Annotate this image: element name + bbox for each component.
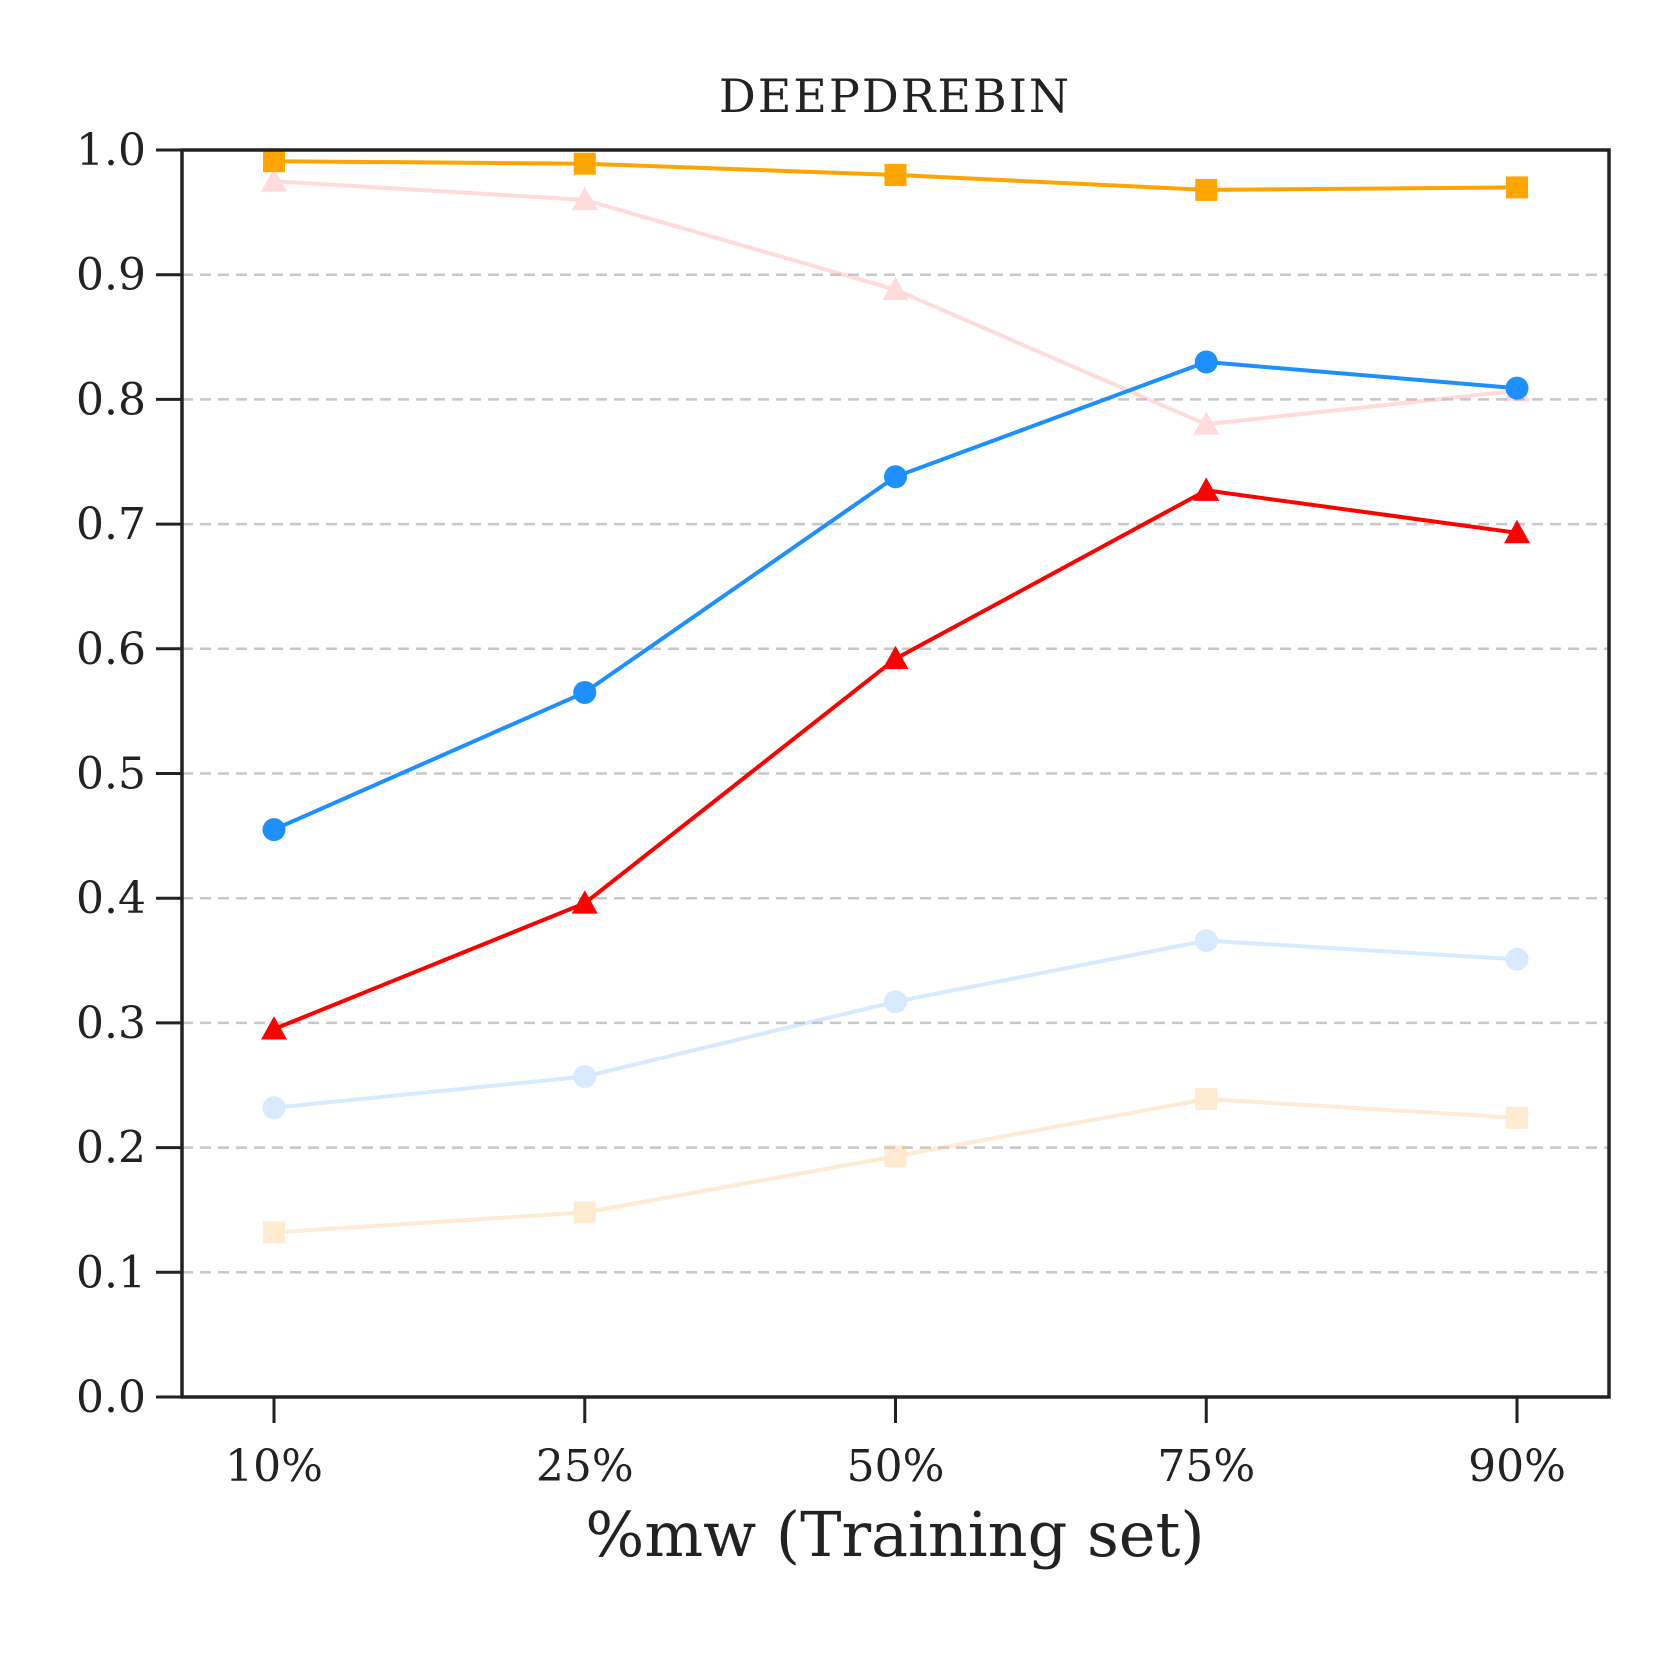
x-tick-label: 50% bbox=[847, 1441, 945, 1492]
series-red-triangle-point-10pct bbox=[261, 1016, 287, 1040]
x-tick-label: 75% bbox=[1157, 1441, 1255, 1492]
x-tick-label: 25% bbox=[536, 1441, 634, 1492]
series-blue-circle bbox=[262, 350, 1529, 842]
series-pink-triangle-point-10pct bbox=[261, 168, 287, 192]
series-orange-square bbox=[263, 150, 1528, 201]
y-tick-label: 0.8 bbox=[76, 374, 146, 425]
y-tick-label: 0.4 bbox=[76, 873, 146, 924]
series-red-triangle-point-25pct bbox=[571, 890, 598, 914]
series-blue-circle-point-75pct bbox=[1194, 350, 1218, 374]
series-pink-triangle-line bbox=[273, 179, 1518, 427]
series-lightblue-circle-point-10pct bbox=[262, 1096, 286, 1120]
y-tick-label: 1.0 bbox=[76, 125, 146, 176]
x-tick-label: 90% bbox=[1468, 1441, 1566, 1492]
series-pink-triangle-point-25pct bbox=[571, 186, 598, 211]
series-lightorange-square bbox=[263, 1087, 1528, 1244]
series-lightblue-circle bbox=[262, 929, 1529, 1120]
x-tick-label: 10% bbox=[225, 1441, 323, 1492]
series-orange-square-point-10pct bbox=[263, 150, 285, 173]
y-tick-label: 0.1 bbox=[76, 1247, 146, 1298]
y-tick-label: 0.0 bbox=[76, 1372, 146, 1423]
y-tick-label: 0.5 bbox=[76, 749, 146, 800]
series-orange-square-point-75pct bbox=[1195, 178, 1218, 201]
series-blue-circle-line bbox=[273, 360, 1518, 832]
series-orange-square-point-50pct bbox=[884, 163, 907, 186]
series-lightorange-square-line bbox=[273, 1097, 1518, 1235]
series-lightorange-square-point-25pct bbox=[573, 1201, 596, 1224]
y-tick-label: 0.9 bbox=[76, 250, 146, 301]
series-red-triangle-point-75pct bbox=[1193, 477, 1220, 501]
data-series bbox=[261, 150, 1530, 1244]
y-tick-label: 0.3 bbox=[76, 998, 146, 1049]
series-pink-triangle bbox=[261, 168, 1530, 435]
series-blue-circle-point-90pct bbox=[1505, 376, 1529, 400]
y-tick-label: 0.7 bbox=[76, 499, 146, 550]
series-pink-triangle-point-75pct bbox=[1193, 411, 1220, 435]
x-axis-label: %mw (Training set) bbox=[585, 1498, 1204, 1571]
series-lightblue-circle-line bbox=[273, 938, 1518, 1110]
axes: 0.0 0.1 0.2 0.3 0.4 0.5 0.6 0.7 0.8 0.9 1.0 10% 25% 5… bbox=[76, 125, 1566, 1492]
series-red-triangle bbox=[261, 477, 1530, 1040]
series-lightorange-square-point-50pct bbox=[884, 1145, 907, 1168]
series-lightorange-square-point-75pct bbox=[1195, 1087, 1218, 1110]
y-tick-label: 0.6 bbox=[76, 624, 146, 675]
series-lightorange-square-point-90pct bbox=[1506, 1106, 1528, 1129]
series-blue-circle-point-50pct bbox=[884, 465, 907, 489]
series-blue-circle-point-25pct bbox=[573, 680, 597, 704]
series-pink-triangle-point-50pct bbox=[882, 276, 909, 301]
series-blue-circle-point-10pct bbox=[262, 818, 286, 842]
series-lightblue-circle-point-75pct bbox=[1194, 929, 1218, 953]
series-lightorange-square-point-10pct bbox=[263, 1221, 285, 1244]
series-lightblue-circle-point-90pct bbox=[1505, 947, 1529, 971]
y-tick-label: 0.2 bbox=[76, 1123, 146, 1174]
series-lightblue-circle-point-25pct bbox=[573, 1065, 597, 1089]
series-lightblue-circle-point-50pct bbox=[884, 990, 907, 1014]
series-orange-square-point-25pct bbox=[573, 152, 596, 175]
series-orange-square-point-90pct bbox=[1506, 176, 1528, 199]
series-red-triangle-point-90pct bbox=[1504, 519, 1530, 544]
series-red-triangle-point-50pct bbox=[882, 645, 909, 670]
chart-title: DEEPDREBIN bbox=[719, 69, 1071, 123]
grid-lines bbox=[182, 273, 1609, 1274]
